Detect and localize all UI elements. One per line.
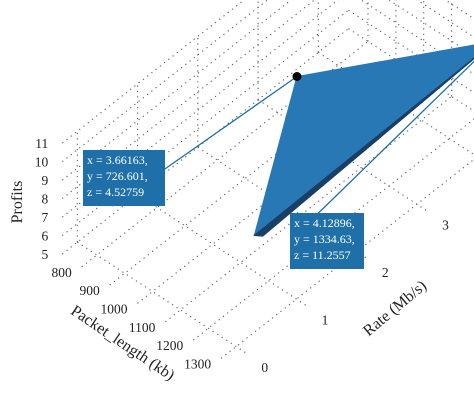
x-tick-label: 1 xyxy=(322,312,329,327)
z-tick-label: 6 xyxy=(42,229,49,244)
datatip-marker xyxy=(293,72,302,81)
surface-face xyxy=(254,41,474,236)
z-tick-label: 11 xyxy=(35,136,48,151)
z-tick-label: 10 xyxy=(35,155,49,170)
datatip-text: z = 4.52759 xyxy=(87,185,144,199)
z-tick-label: 9 xyxy=(42,173,49,188)
datatip-text: y = 726.601, xyxy=(87,169,148,183)
y-tick-label: 1000 xyxy=(101,301,128,316)
surface xyxy=(254,41,474,236)
y-tick-label: 900 xyxy=(79,283,100,298)
x-tick-label: 0 xyxy=(261,360,268,375)
y-tick-label: 800 xyxy=(52,265,73,280)
x-tick-label: 2 xyxy=(382,265,389,280)
x-axis-label: Rate (Mb/s) xyxy=(360,277,430,339)
y-tick-label: 1300 xyxy=(184,356,211,371)
y-tick-label: 1100 xyxy=(129,320,156,335)
datatip-text: z = 11.2557 xyxy=(294,248,351,262)
z-tick-label: 5 xyxy=(42,247,49,262)
datatip-text: y = 1334.63, xyxy=(294,232,355,246)
x-tick-label: 3 xyxy=(442,218,449,233)
datatip-text: x = 4.12896, xyxy=(294,216,355,230)
y-tick-label: 1200 xyxy=(156,338,183,353)
z-tick-labels: 5 6 7 8 9 10 11 xyxy=(35,136,49,262)
datatip-text: x = 3.66163, xyxy=(87,153,148,167)
z-tick-label: 8 xyxy=(42,192,49,207)
z-tick-label: 7 xyxy=(42,210,49,225)
z-axis-label: Profits xyxy=(9,181,26,224)
